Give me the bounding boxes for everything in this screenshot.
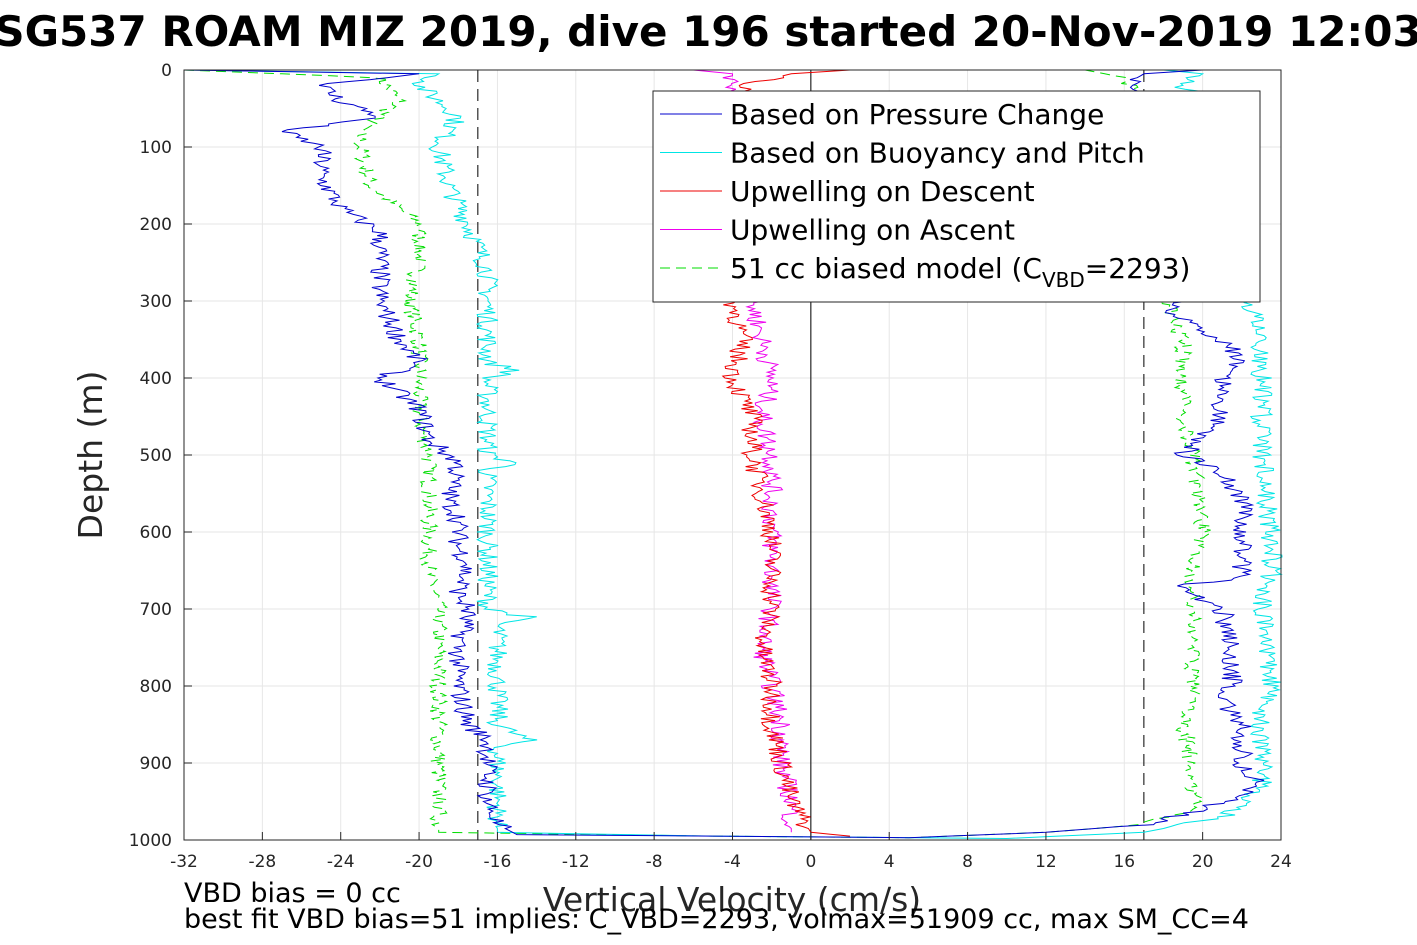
y-tick-label: 1000	[129, 831, 172, 851]
y-tick-label: 700	[140, 600, 172, 620]
series-line-descent	[183, 69, 713, 837]
legend-items: Based on Pressure Change Based on Buoyanc…	[660, 98, 1190, 292]
x-tick-label: -8	[646, 852, 663, 872]
y-tick-label: 900	[140, 754, 172, 774]
x-tick-label: 20	[1192, 852, 1214, 872]
x-tick-label: -12	[562, 852, 590, 872]
y-tick-label: 800	[140, 677, 172, 697]
x-tick-label: 8	[962, 852, 973, 872]
best-fit-note: best fit VBD bias=51 implies: C_VBD=2293…	[184, 904, 1249, 935]
y-tick-label: 400	[140, 369, 172, 389]
series-line-descent	[183, 69, 713, 837]
x-tick-label: -28	[248, 852, 276, 872]
x-tick-label: -32	[170, 852, 198, 872]
y-tick-labels: 0 100 200 300 400 500 600 700 800 900 1000	[129, 61, 192, 851]
legend-label: Upwelling on Ascent	[730, 214, 1015, 247]
y-tick-label: 100	[140, 138, 172, 158]
x-tick-label: 24	[1270, 852, 1292, 872]
x-axis-label: Vertical Velocity (cm/s)	[543, 880, 921, 919]
x-tick-label: -24	[327, 852, 355, 872]
y-tick-label: 300	[140, 292, 172, 312]
legend-label-model: 51 cc biased model (CVBD=2293)	[730, 252, 1190, 292]
legend: Based on Pressure Change Based on Buoyanc…	[652, 90, 1261, 303]
y-tick-label: 200	[140, 215, 172, 235]
legend-label: Based on Pressure Change	[730, 98, 1104, 131]
x-tick-labels: -32 -28 -24 -20 -16 -12 -8 -4 0 4 8 12 16 20 24	[170, 832, 1292, 872]
vbd-bias-note: VBD bias = 0 cc	[184, 878, 401, 909]
x-tick-label: 0	[805, 852, 816, 872]
x-tick-label: 16	[1113, 852, 1135, 872]
x-tick-label: 4	[884, 852, 895, 872]
y-tick-label: 0	[161, 61, 172, 81]
y-tick-label: 600	[140, 523, 172, 543]
series-line-descent	[183, 69, 713, 837]
chart-title: SG537 ROAM MIZ 2019, dive 196 started 20…	[0, 7, 1417, 56]
x-tick-label: -16	[484, 852, 512, 872]
legend-label: Based on Buoyancy and Pitch	[730, 137, 1145, 170]
legend-box	[652, 90, 1261, 303]
y-axis-label: Depth (m)	[71, 371, 110, 540]
y-tick-label: 500	[140, 446, 172, 466]
legend-label: Upwelling on Descent	[730, 175, 1035, 208]
x-tick-label: 12	[1035, 852, 1057, 872]
x-tick-label: -4	[724, 852, 741, 872]
x-tick-label: -20	[405, 852, 433, 872]
